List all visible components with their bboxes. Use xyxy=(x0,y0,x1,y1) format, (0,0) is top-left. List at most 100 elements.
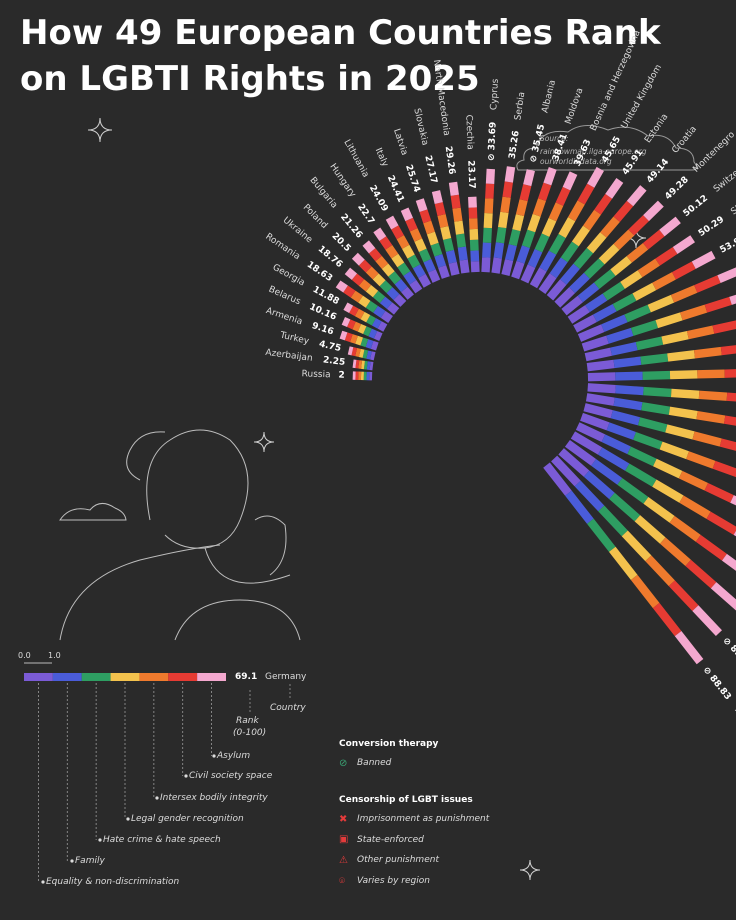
bar-segment xyxy=(391,225,404,240)
score-label: 22.7 xyxy=(355,202,376,226)
bar-romania xyxy=(335,280,393,323)
bar-finland xyxy=(575,422,736,506)
bar-serbia xyxy=(491,166,516,274)
bar-segment xyxy=(613,229,635,250)
country-label: Czechia xyxy=(463,114,474,150)
bar-segment xyxy=(613,356,642,369)
bar-segment xyxy=(652,602,682,637)
bar-segment xyxy=(368,328,378,339)
bar-segment xyxy=(594,269,616,290)
bar-segment xyxy=(685,559,717,589)
bar-segment xyxy=(386,302,400,315)
bar-segment xyxy=(386,287,400,301)
bar-georgia xyxy=(343,302,388,332)
bar-segment xyxy=(667,350,696,362)
bar-segment xyxy=(412,264,426,279)
source-line-1: rainbowmap.ilga-europe.org xyxy=(540,147,647,156)
bar-segment xyxy=(632,282,657,301)
bar-segment xyxy=(637,417,668,433)
bar-segment xyxy=(409,279,423,294)
bar-segment xyxy=(610,342,638,356)
bar-segment xyxy=(610,256,632,276)
bar-segment xyxy=(418,273,432,288)
bar-united-kingdom xyxy=(529,166,604,289)
bar-segment xyxy=(598,243,620,265)
bar-segment xyxy=(691,250,716,269)
score-label: 24.09 xyxy=(367,184,390,214)
bar-segment xyxy=(543,462,572,496)
bar-segment xyxy=(573,314,597,333)
bar-segment xyxy=(564,440,597,466)
bar-segment xyxy=(409,228,423,242)
bar-netherlands xyxy=(584,320,736,362)
bar-segment xyxy=(594,193,613,215)
bar-segment xyxy=(601,314,628,333)
bar-segment xyxy=(397,262,411,276)
bar-segment xyxy=(498,211,509,229)
bar-segment xyxy=(615,371,643,381)
bar-segment xyxy=(719,438,736,451)
leader-dot xyxy=(70,859,74,863)
bar-greece xyxy=(580,412,736,478)
bar-segment xyxy=(370,340,379,351)
legend-swatch xyxy=(139,673,169,681)
bar-segment xyxy=(678,470,709,491)
bar-segment xyxy=(729,294,736,305)
bar-segment xyxy=(587,518,616,552)
bar-segment xyxy=(591,458,623,485)
bar-belarus xyxy=(341,317,383,341)
bar-segment xyxy=(659,216,681,237)
bar-hungary xyxy=(373,227,423,294)
bar-segment xyxy=(358,279,372,292)
bar-segment xyxy=(504,244,517,262)
bar-segment xyxy=(381,263,395,277)
bar-segment xyxy=(558,448,590,477)
bar-russia xyxy=(352,371,373,381)
bar-segment xyxy=(669,515,701,542)
bar-segment xyxy=(710,582,736,611)
score-label: ⊘ 33.69 xyxy=(487,122,499,162)
bar-segment xyxy=(396,235,410,249)
bar-segment xyxy=(335,280,348,293)
bar-segment xyxy=(586,359,615,372)
leader-dot xyxy=(98,838,102,842)
bar-segment xyxy=(543,167,557,186)
bar-segment xyxy=(415,198,428,213)
bar-segment xyxy=(546,279,567,301)
legend-swatch xyxy=(52,673,82,681)
bar-segment xyxy=(704,296,732,313)
bar-segment xyxy=(549,257,568,279)
country-label: Croatia xyxy=(670,124,699,155)
bar-segment xyxy=(730,495,736,506)
bar-segment xyxy=(587,372,616,382)
country-label: North Macedonia xyxy=(431,59,451,136)
bar-ireland xyxy=(581,294,736,352)
bar-segment xyxy=(612,293,637,312)
leader-dot xyxy=(184,774,188,778)
bar-armenia xyxy=(339,330,379,351)
bar-segment xyxy=(428,269,441,283)
bar-segment xyxy=(347,346,354,356)
bar-segment xyxy=(679,495,711,519)
bar-segment xyxy=(686,451,716,469)
bar-segment xyxy=(360,311,371,323)
bar-segment xyxy=(655,312,683,329)
bar-segment xyxy=(379,236,393,250)
bar-segment xyxy=(598,505,628,537)
bar-segment xyxy=(448,181,459,196)
country-label: Albania xyxy=(540,79,558,114)
country-label: Armenia xyxy=(265,306,304,327)
bar-segment xyxy=(523,169,535,187)
bar-latvia xyxy=(415,198,450,279)
bar-segment xyxy=(448,261,460,276)
country-label: Switzerland xyxy=(712,154,736,195)
bar-segment xyxy=(501,259,514,277)
bar-segment xyxy=(609,492,641,522)
bar-segment xyxy=(430,242,443,257)
bar-segment xyxy=(608,546,638,580)
bar-segment xyxy=(443,237,455,252)
bar-segment xyxy=(372,273,386,287)
score-label: 23.17 xyxy=(465,160,476,189)
